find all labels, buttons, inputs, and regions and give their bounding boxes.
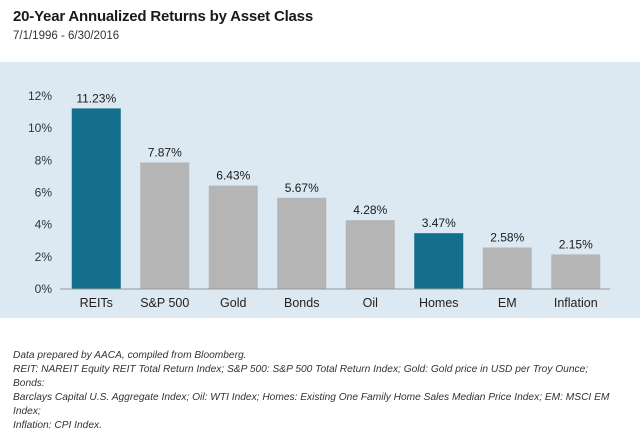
data-label: 6.43% xyxy=(216,169,250,183)
data-label: 11.23% xyxy=(76,91,116,105)
y-tick-label: 6% xyxy=(35,186,53,200)
bar xyxy=(482,247,532,289)
category-label: EM xyxy=(498,296,517,310)
y-tick-label: 4% xyxy=(35,218,53,232)
bar xyxy=(140,162,190,289)
category-label: Oil xyxy=(363,296,378,310)
category-label: Homes xyxy=(419,296,459,310)
y-tick-label: 8% xyxy=(35,153,53,167)
source-note: Data prepared by AACA, compiled from Blo… xyxy=(13,350,247,361)
y-tick-label: 2% xyxy=(35,250,53,264)
definitions-line: REIT: NAREIT Equity REIT Total Return In… xyxy=(13,364,589,389)
definitions-line: Barclays Capital U.S. Aggregate Index; O… xyxy=(13,392,610,417)
y-tick-label: 12% xyxy=(28,89,52,103)
bar xyxy=(277,197,327,289)
bar xyxy=(345,220,395,289)
category-label: Bonds xyxy=(284,296,319,310)
chart-notes: Data prepared by AACA, compiled from Blo… xyxy=(13,349,613,433)
y-tick-label: 0% xyxy=(35,282,53,296)
bar xyxy=(551,254,601,289)
bar xyxy=(414,233,464,289)
bar-chart: 0% 2% 4% 6% 8% 10% 12% 11.23% REITs 7.87% S&P 500 6… xyxy=(28,89,610,310)
data-label: 2.15% xyxy=(559,237,593,251)
data-label: 4.28% xyxy=(353,203,387,217)
category-label: S&P 500 xyxy=(140,296,189,310)
data-label: 7.87% xyxy=(148,145,182,159)
data-label: 2.58% xyxy=(490,231,524,245)
category-label: Inflation xyxy=(554,296,598,310)
y-tick-label: 10% xyxy=(28,121,52,135)
data-label: 5.67% xyxy=(285,181,319,195)
chart-title: 20-Year Annualized Returns by Asset Clas… xyxy=(13,8,313,25)
chart-subtitle: 7/1/1996 - 6/30/2016 xyxy=(13,30,120,42)
bar xyxy=(71,108,121,289)
bar xyxy=(208,185,258,289)
data-label: 3.47% xyxy=(422,216,456,230)
category-label: Gold xyxy=(220,296,246,310)
definitions-line: Inflation: CPI Index. xyxy=(13,420,102,431)
category-label: REITs xyxy=(80,296,113,310)
